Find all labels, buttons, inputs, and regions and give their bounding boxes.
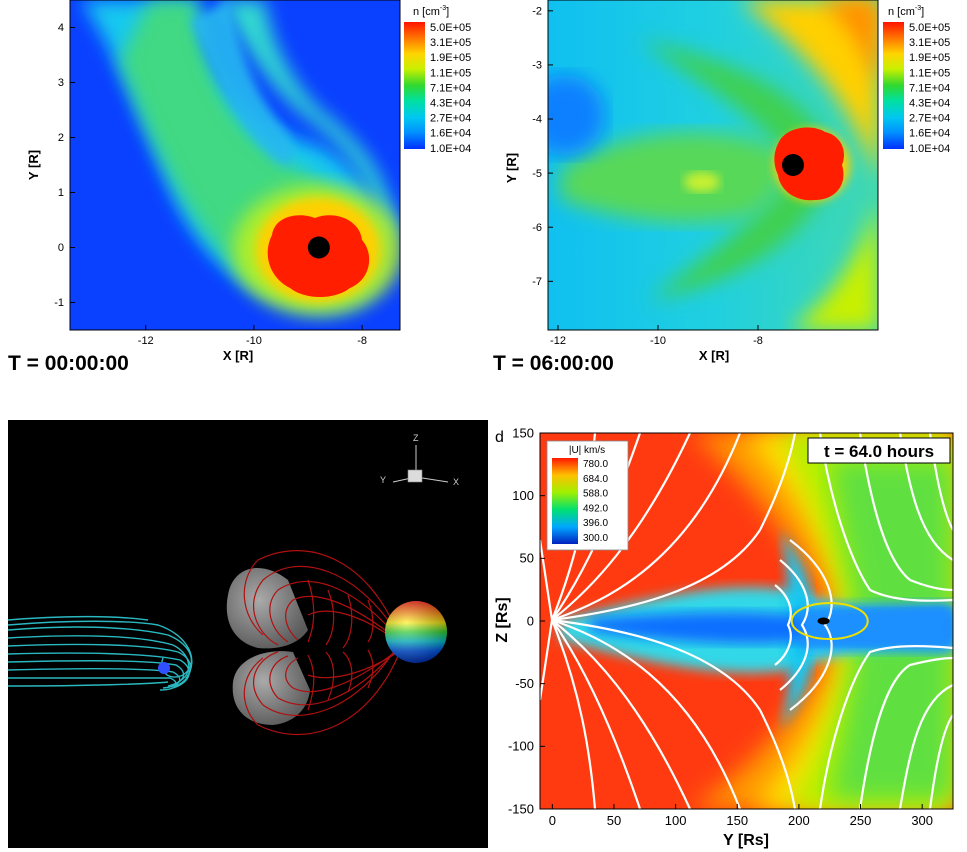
colorbar-a-label: 1.9E+05 <box>430 52 471 64</box>
b-ytick-label: -7 <box>532 276 542 288</box>
axis-triad-y: Y <box>380 475 386 485</box>
panel-c-render: Z Y X <box>8 433 459 736</box>
streamlines <box>540 433 953 809</box>
colorbar-a-label: 3.1E+05 <box>430 37 471 49</box>
axes-triad: Z Y X <box>380 433 459 487</box>
red-field-lines <box>243 550 399 736</box>
colorbar-d-label: 300.0 <box>583 533 608 544</box>
panel-letter-d: d <box>495 429 504 446</box>
d-xtick-label: 100 <box>665 813 687 828</box>
colorbar-a <box>404 22 425 149</box>
annotation-box <box>807 437 951 464</box>
colorbar-d-label: 492.0 <box>583 503 608 514</box>
colorbar-title-b: n [cm-3] <box>888 5 924 18</box>
annotation-text: t = 64.0 hours <box>824 442 934 461</box>
d-ytick-label: 0 <box>527 613 534 628</box>
y-axis-label-d: Z [Rs] <box>494 597 511 642</box>
colorbar-b-label: 2.7E+04 <box>909 113 950 125</box>
x-axis-label-d: Y [Rs] <box>723 832 769 849</box>
y-axis-label-b: Y [R] <box>504 153 519 183</box>
y-axis-label-a: Y [R] <box>26 150 41 180</box>
colorbar-b-label: 1.9E+05 <box>909 52 950 64</box>
colorbar-title-a: n [cm-3] <box>413 5 449 18</box>
grey-lobe-upper <box>226 568 308 649</box>
axis-triad-x: X <box>453 477 459 487</box>
a-ytick-label: 4 <box>58 22 64 34</box>
colorbar-b-label: 7.1E+04 <box>909 82 950 94</box>
b-ytick-label: -6 <box>532 222 542 234</box>
colorbar-b <box>883 22 904 149</box>
colorbar-a-label: 1.1E+05 <box>430 67 471 79</box>
colorbar-b-label: 1.1E+05 <box>909 67 950 79</box>
colorbar-b-label: 5.0E+05 <box>909 22 950 34</box>
black-object <box>817 617 830 625</box>
panel-d-velocity-map: 0 50 100 150 200 250 300 150100500-50-100-150 … <box>494 425 954 849</box>
panel-b-density-map: -12 -10 -8 -2 -3 -4 -5 -6 -7 X [R] Y [R] n [cm-… <box>504 0 950 363</box>
b-xtick-label: -10 <box>650 335 666 347</box>
colorbar-b-label: 1.6E+04 <box>909 128 950 140</box>
sphere-shading <box>385 601 447 663</box>
d-xtick-label: 250 <box>850 813 872 828</box>
b-ytick-label: -4 <box>532 114 542 126</box>
colorbar-b-label: 3.1E+05 <box>909 37 950 49</box>
planet-body-b <box>782 154 804 176</box>
colorbar-d-label: 588.0 <box>583 489 608 500</box>
d-xtick-label: 200 <box>788 813 810 828</box>
d-xtick-label: 150 <box>726 813 748 828</box>
d-xtick-label: 0 <box>549 813 556 828</box>
colorbar-a-label: 5.0E+05 <box>430 22 471 34</box>
a-xtick-label: -12 <box>138 335 154 347</box>
axis-triad-z: Z <box>413 433 419 443</box>
colorbar-a-label: 1.0E+04 <box>430 143 471 155</box>
d-ytick-label: -50 <box>515 676 534 691</box>
a-ytick-label: 0 <box>58 242 64 254</box>
a-xtick-label: -8 <box>357 335 367 347</box>
b-xtick-label: -12 <box>550 335 566 347</box>
colorbar-d <box>552 458 578 544</box>
small-planet <box>158 662 170 674</box>
b-ytick-label: -3 <box>532 60 542 72</box>
a-ytick-label: 2 <box>58 132 64 144</box>
colorbar-title-d: |U| km/s <box>569 445 605 456</box>
x-axis-label-a: X [R] <box>223 348 253 363</box>
b-xtick-label: -8 <box>753 335 763 347</box>
d-xtick-label: 50 <box>607 813 621 828</box>
colorbar-a-label: 4.3E+04 <box>430 98 471 110</box>
planet-body-a <box>307 236 330 259</box>
d-ytick-label: -150 <box>508 801 534 816</box>
colorbar-a-label: 7.1E+04 <box>430 82 471 94</box>
d-ytick-label: 100 <box>512 488 534 503</box>
colorbar-a-label: 1.6E+04 <box>430 128 471 140</box>
a-ytick-label: -1 <box>54 297 64 309</box>
b-ytick-label: -5 <box>532 168 542 180</box>
a-xtick-label: -10 <box>246 335 262 347</box>
a-ytick-label: 3 <box>58 77 64 89</box>
d-ytick-label: 50 <box>520 551 534 566</box>
colorbar-d-label: 684.0 <box>583 474 608 485</box>
a-ytick-label: 1 <box>58 187 64 199</box>
d-ytick-label: -100 <box>508 739 534 754</box>
panel-c-3d-field-lines: Z Y X <box>8 420 488 848</box>
cyan-field-lines <box>8 615 193 691</box>
d-ytick-label: 150 <box>512 425 534 440</box>
time-caption-b: T = 06:00:00 <box>493 352 614 375</box>
x-axis-label-b: X [R] <box>699 348 729 363</box>
colorbar-d-label: 780.0 <box>583 459 608 470</box>
colorbar-b-label: 4.3E+04 <box>909 98 950 110</box>
colorbar-d-label: 396.0 <box>583 518 608 529</box>
colorbar-b-label: 1.0E+04 <box>909 143 950 155</box>
b-ytick-label: -2 <box>532 5 542 17</box>
time-caption-a: T = 00:00:00 <box>8 352 129 375</box>
d-xtick-label: 300 <box>911 813 933 828</box>
colorbar-a-label: 2.7E+04 <box>430 113 471 125</box>
ellipse-marker <box>790 602 869 640</box>
